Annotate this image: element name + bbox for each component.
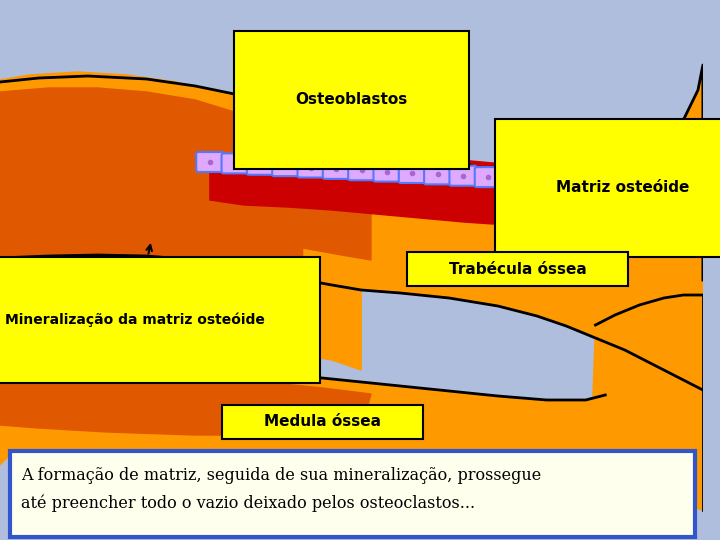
Text: A formação de matriz, seguida de sua mineralização, prossegue
até preencher todo: A formação de matriz, seguida de sua min… [22,467,541,512]
FancyBboxPatch shape [197,152,223,172]
FancyBboxPatch shape [272,156,300,176]
FancyBboxPatch shape [424,164,451,184]
FancyBboxPatch shape [247,155,274,175]
FancyBboxPatch shape [374,161,401,181]
FancyBboxPatch shape [500,168,528,188]
Polygon shape [600,65,703,280]
Polygon shape [590,295,703,510]
FancyBboxPatch shape [399,163,426,183]
FancyBboxPatch shape [222,153,249,173]
FancyBboxPatch shape [576,173,603,193]
Polygon shape [0,72,361,375]
FancyBboxPatch shape [323,159,350,179]
FancyBboxPatch shape [10,451,695,537]
FancyBboxPatch shape [348,160,375,180]
Polygon shape [0,76,703,390]
Polygon shape [0,370,19,465]
Text: Mineralização da matriz osteóide: Mineralização da matriz osteóide [5,245,265,327]
FancyBboxPatch shape [526,170,553,190]
Text: Medula óssea: Medula óssea [264,415,381,429]
Text: Matriz osteóide: Matriz osteóide [557,180,690,195]
Polygon shape [210,155,620,226]
Polygon shape [0,88,302,285]
FancyBboxPatch shape [474,167,502,187]
FancyBboxPatch shape [297,158,325,178]
FancyBboxPatch shape [222,405,423,439]
FancyBboxPatch shape [449,166,477,186]
FancyBboxPatch shape [601,174,629,194]
Polygon shape [0,367,606,463]
Text: Trabécula óssea: Trabécula óssea [449,261,586,276]
Text: Osteoblastos: Osteoblastos [295,92,408,151]
Polygon shape [0,97,371,260]
FancyBboxPatch shape [551,171,578,191]
Polygon shape [0,376,371,435]
FancyBboxPatch shape [407,252,628,286]
